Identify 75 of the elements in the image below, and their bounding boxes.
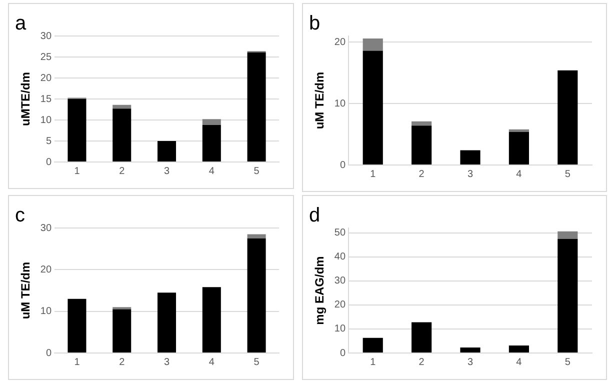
y-tick-label: 20	[334, 36, 346, 48]
x-tick-label: 2	[119, 356, 126, 368]
y-tick-label: 0	[46, 348, 52, 359]
y-tick-label: 10	[40, 306, 52, 318]
bar	[362, 38, 383, 51]
y-tick-label: 10	[334, 324, 346, 335]
bar	[558, 231, 578, 239]
bar	[202, 125, 221, 162]
x-tick-label: 3	[164, 356, 170, 368]
bar	[508, 132, 529, 164]
x-tick-label: 5	[254, 356, 260, 368]
bar	[247, 238, 266, 352]
x-tick-label: 3	[164, 166, 170, 177]
chart-title: c	[15, 204, 25, 227]
x-tick-label: 5	[564, 168, 571, 180]
y-tick-label: 20	[40, 72, 52, 84]
bar	[68, 99, 86, 162]
y-tick-label: 30	[40, 222, 52, 234]
y-tick-label: 0	[340, 160, 346, 171]
y-tick-label: 40	[334, 252, 346, 263]
y-tick-label: 20	[334, 300, 346, 311]
x-tick-label: 2	[119, 166, 126, 177]
y-tick-label: 25	[40, 52, 52, 63]
y-axis-title: uM TE/dm	[312, 72, 327, 130]
y-axis-title: uMTE/dm	[18, 72, 33, 126]
bar	[112, 309, 132, 352]
x-tick-label: 3	[467, 356, 474, 368]
x-tick-label: 3	[467, 168, 474, 180]
bar	[362, 50, 383, 164]
bar	[460, 347, 480, 352]
bar	[558, 70, 578, 164]
bar	[112, 108, 132, 162]
y-axis-title: mg EAG/dm	[312, 256, 327, 325]
chart-title: d	[309, 204, 320, 227]
bar	[508, 346, 529, 352]
bar	[68, 298, 86, 352]
x-tick-label: 4	[208, 166, 215, 177]
bar	[412, 126, 432, 164]
x-tick-label: 1	[74, 166, 80, 177]
y-tick-label: 20	[40, 264, 52, 276]
x-tick-label: 1	[370, 356, 376, 368]
x-tick-label: 1	[370, 168, 376, 180]
bar	[247, 234, 266, 238]
y-tick-label: 15	[40, 94, 52, 105]
x-tick-label: 4	[516, 168, 522, 180]
y-axis-title: uM TE/dm	[18, 262, 33, 320]
y-tick-label: 0	[46, 156, 52, 168]
y-tick-label: 5	[46, 136, 52, 147]
bar	[112, 104, 132, 109]
x-tick-label: 2	[418, 356, 425, 368]
bar	[558, 238, 578, 352]
x-tick-label: 1	[74, 356, 80, 368]
bar	[460, 150, 480, 164]
x-tick-label: 4	[208, 356, 215, 368]
x-tick-label: 2	[418, 168, 425, 180]
x-tick-label: 5	[254, 166, 260, 177]
y-tick-label: 50	[334, 228, 346, 239]
bar	[412, 121, 432, 126]
bar	[362, 338, 383, 352]
y-tick-label: 0	[340, 348, 346, 359]
chart-title: a	[15, 12, 27, 35]
bar	[247, 52, 266, 162]
x-tick-label: 5	[564, 356, 571, 368]
bar	[202, 119, 221, 126]
x-tick-label: 4	[516, 356, 522, 368]
chart-title: b	[309, 12, 320, 35]
y-tick-label: 30	[40, 30, 52, 42]
y-tick-label: 10	[40, 114, 52, 126]
bar	[508, 129, 529, 132]
y-tick-label: 10	[334, 98, 346, 110]
bar	[158, 141, 176, 162]
bar	[202, 287, 221, 352]
bar	[412, 322, 432, 352]
bar	[158, 292, 176, 352]
y-tick-label: 30	[334, 276, 346, 287]
